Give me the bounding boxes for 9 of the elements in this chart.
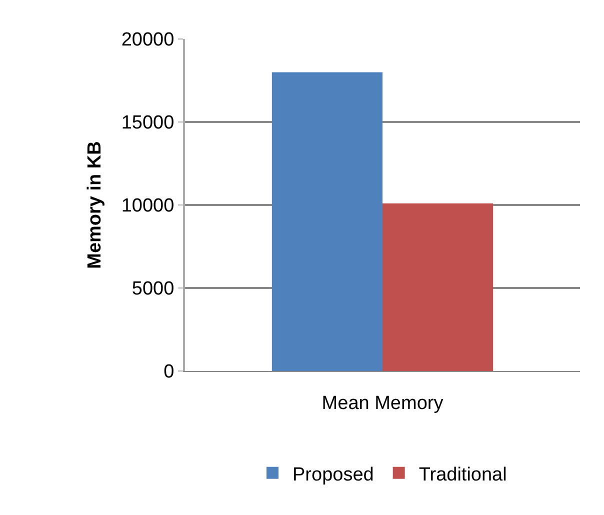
y-tick-label: 15000 (121, 112, 174, 134)
y-tick-label: 5000 (132, 278, 174, 300)
legend-label: Proposed (292, 464, 374, 486)
x-tick-label: Mean Memory (322, 392, 444, 414)
legend-label: Traditional (418, 464, 507, 486)
y-tick-label: 10000 (121, 196, 174, 217)
y-tick-label: 0 (164, 362, 174, 383)
y-axis-title: Memory in KB (84, 141, 106, 269)
y-tick-label: 20000 (121, 30, 174, 51)
